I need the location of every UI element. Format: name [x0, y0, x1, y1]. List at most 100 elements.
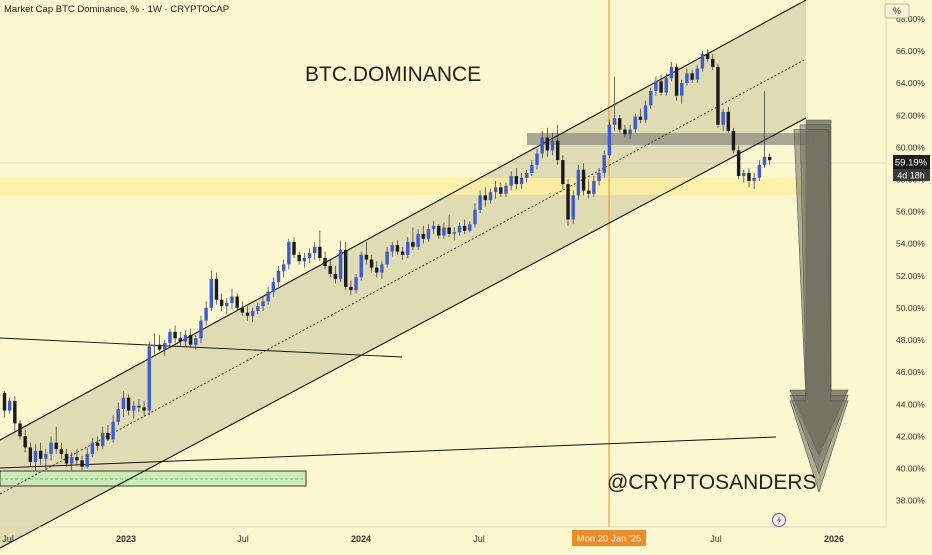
candle-body[interactable]	[173, 331, 177, 339]
candle-body[interactable]	[271, 282, 276, 292]
candle-body[interactable]	[695, 68, 699, 80]
candle-body[interactable]	[13, 400, 17, 424]
candle-body[interactable]	[49, 442, 53, 454]
candle-body[interactable]	[411, 241, 415, 247]
candle-body[interactable]	[385, 251, 389, 265]
candle-body[interactable]	[116, 408, 120, 422]
candle-body[interactable]	[747, 172, 751, 181]
candle-body[interactable]	[762, 156, 767, 165]
candle-body[interactable]	[163, 343, 167, 350]
candle-body[interactable]	[628, 129, 632, 135]
candle-body[interactable]	[442, 227, 446, 236]
candle-body[interactable]	[70, 457, 74, 464]
candle-body[interactable]	[571, 195, 575, 220]
candle-body[interactable]	[85, 453, 89, 467]
candle-body[interactable]	[488, 192, 493, 201]
candle-body[interactable]	[90, 442, 95, 454]
candle-body[interactable]	[106, 433, 110, 440]
candle-body[interactable]	[711, 58, 715, 67]
candle-body[interactable]	[509, 176, 513, 186]
candle-body[interactable]	[240, 307, 245, 313]
candle-body[interactable]	[437, 225, 441, 236]
candle-body[interactable]	[121, 397, 126, 409]
candle-body[interactable]	[752, 177, 756, 181]
candle-body[interactable]	[519, 177, 524, 185]
channel-lower-line[interactable]	[0, 117, 807, 549]
candle-body[interactable]	[757, 164, 762, 178]
candle-body[interactable]	[555, 140, 560, 161]
candle-body[interactable]	[147, 346, 151, 411]
candle-body[interactable]	[431, 225, 436, 230]
candle-body[interactable]	[633, 116, 637, 130]
candle-body[interactable]	[323, 257, 327, 267]
candle-body[interactable]	[680, 82, 684, 96]
candle-body[interactable]	[742, 172, 746, 177]
base-support-zone[interactable]	[0, 470, 307, 487]
candle-body[interactable]	[38, 450, 43, 459]
candle-body[interactable]	[297, 254, 301, 262]
candle-body[interactable]	[643, 105, 648, 120]
candle-body[interactable]	[266, 291, 270, 302]
candle-body[interactable]	[101, 433, 105, 446]
candle-body[interactable]	[33, 450, 38, 462]
candle-body[interactable]	[623, 129, 627, 135]
candle-body[interactable]	[597, 172, 601, 181]
candle-body[interactable]	[524, 172, 529, 178]
support-zone[interactable]	[0, 178, 826, 195]
candle-body[interactable]	[328, 266, 332, 275]
candle-body[interactable]	[530, 164, 534, 173]
candle-body[interactable]	[607, 124, 612, 156]
candle-body[interactable]	[18, 423, 22, 437]
candle-body[interactable]	[592, 180, 596, 194]
candle-body[interactable]	[654, 81, 658, 91]
candle-body[interactable]	[132, 405, 136, 411]
candle-body[interactable]	[344, 249, 348, 287]
candle-body[interactable]	[75, 457, 79, 461]
candle-body[interactable]	[54, 442, 58, 450]
resistance-zone[interactable]	[527, 133, 809, 145]
candle-body[interactable]	[561, 160, 565, 185]
candle-body[interactable]	[716, 66, 720, 125]
candle-body[interactable]	[307, 253, 312, 258]
candle-body[interactable]	[504, 185, 508, 194]
candle-body[interactable]	[602, 155, 606, 173]
candle-body[interactable]	[137, 405, 141, 408]
projection-arrow[interactable]	[789, 129, 849, 493]
candle-body[interactable]	[395, 245, 400, 252]
candle-body[interactable]	[276, 270, 281, 283]
candle-body[interactable]	[421, 233, 425, 239]
candle-body[interactable]	[318, 246, 322, 258]
candle-body[interactable]	[178, 338, 182, 342]
candle-body[interactable]	[649, 90, 653, 106]
candle-body[interactable]	[685, 73, 689, 83]
long-term-trendline[interactable]	[0, 436, 777, 469]
candle-body[interactable]	[514, 176, 519, 185]
candle-body[interactable]	[209, 278, 213, 308]
candle-body[interactable]	[364, 254, 369, 260]
candle-body[interactable]	[705, 54, 710, 59]
candle-body[interactable]	[157, 344, 162, 350]
candle-body[interactable]	[380, 264, 384, 273]
candle-body[interactable]	[95, 442, 100, 446]
candle-body[interactable]	[452, 232, 456, 234]
candle-body[interactable]	[28, 447, 33, 462]
candle-body[interactable]	[235, 296, 239, 308]
lightning-icon[interactable]	[771, 512, 787, 528]
candle-body[interactable]	[731, 131, 736, 151]
candle-body[interactable]	[726, 111, 730, 132]
candle-body[interactable]	[659, 81, 663, 93]
candle-body[interactable]	[736, 150, 741, 177]
candle-body[interactable]	[256, 306, 260, 311]
candle-body[interactable]	[612, 118, 617, 125]
candle-body[interactable]	[214, 278, 219, 300]
candle-body[interactable]	[721, 111, 725, 125]
candle-body[interactable]	[281, 264, 286, 271]
candle-body[interactable]	[349, 286, 353, 291]
candle-body[interactable]	[767, 156, 772, 161]
candle-body[interactable]	[447, 227, 451, 234]
candle-body[interactable]	[400, 251, 405, 255]
candle-body[interactable]	[183, 335, 188, 342]
candle-body[interactable]	[44, 453, 48, 459]
candle-body[interactable]	[111, 421, 115, 440]
